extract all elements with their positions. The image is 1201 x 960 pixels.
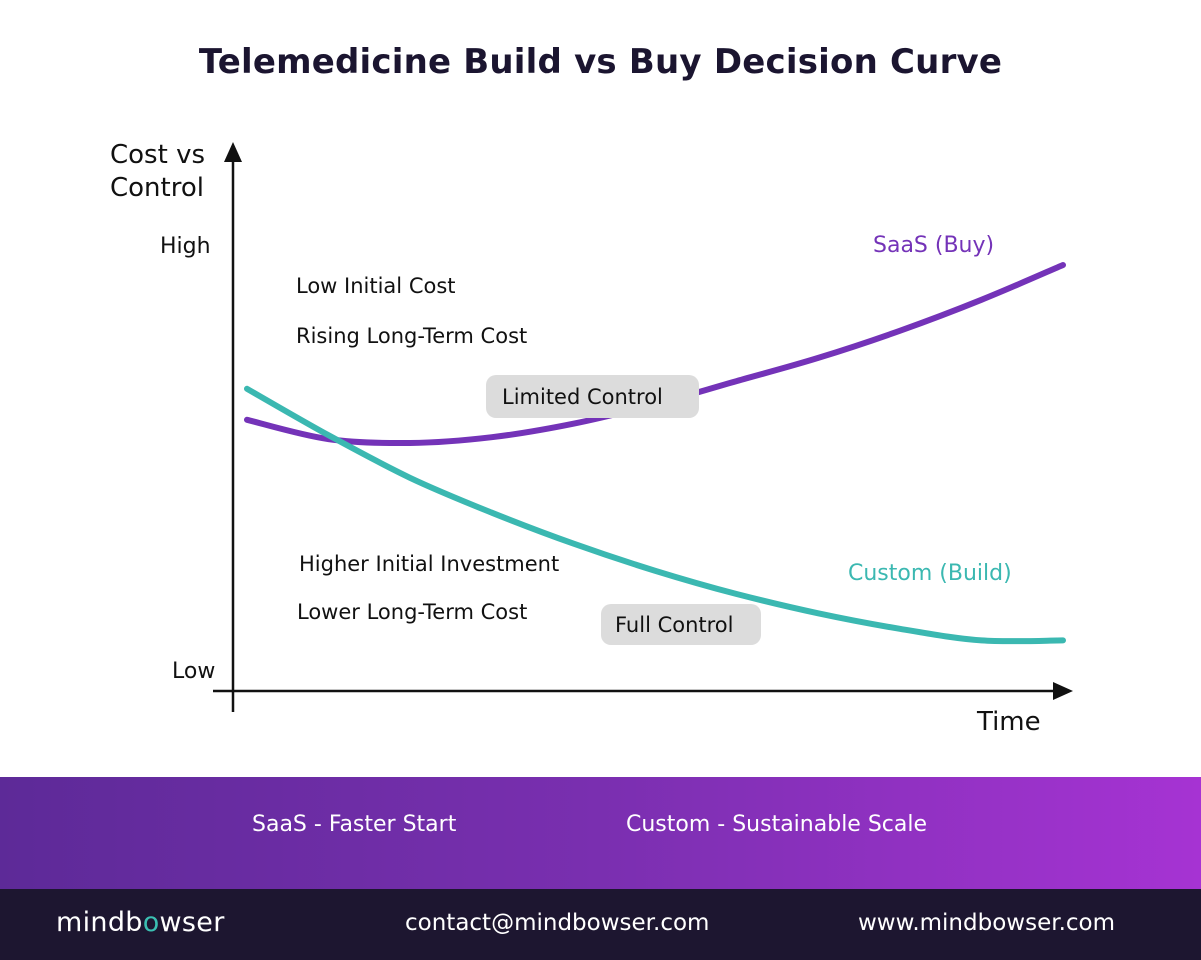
custom-note-initial-investment: Higher Initial Investment — [299, 552, 559, 576]
logo-text-accent: o — [142, 907, 160, 938]
y-axis-label-line1: Cost vs — [110, 140, 205, 170]
full-control-label: Full Control — [615, 613, 734, 637]
summary-band: SaaS - Faster Start Custom - Sustainable… — [0, 777, 1201, 889]
decision-curve-chart: Cost vs Control Time High Low SaaS (Buy)… — [110, 140, 1073, 737]
y-tick-low: Low — [172, 659, 215, 684]
full-control-pill — [601, 604, 761, 645]
y-tick-high: High — [160, 234, 211, 259]
band-saas-summary: SaaS - Faster Start — [252, 812, 457, 837]
y-axis-label-line2: Control — [110, 173, 204, 203]
band-custom-summary: Custom - Sustainable Scale — [626, 812, 928, 837]
page-title: Telemedicine Build vs Buy Decision Curve — [198, 42, 1003, 82]
website-link[interactable]: www.mindbowser.com — [858, 910, 1115, 936]
y-axis-arrow — [224, 142, 242, 162]
custom-series-label: Custom (Build) — [848, 561, 1012, 586]
limited-control-label: Limited Control — [502, 385, 663, 409]
limited-control-pill — [486, 375, 699, 418]
contact-email[interactable]: contact@mindbowser.com — [405, 910, 710, 936]
x-axis-label: Time — [976, 707, 1041, 737]
custom-curve — [244, 385, 1066, 645]
logo-text-end: wser — [159, 907, 225, 938]
saas-note-initial-cost: Low Initial Cost — [296, 274, 456, 298]
x-axis-arrow — [1053, 682, 1073, 700]
saas-note-long-term-cost: Rising Long-Term Cost — [296, 324, 527, 348]
logo-text-start: mindb — [56, 907, 143, 938]
mindbowser-logo: mindbowser — [56, 907, 225, 938]
saas-series-label: SaaS (Buy) — [873, 233, 994, 258]
footer: mindbowser contact@mindbowser.com www.mi… — [0, 889, 1201, 960]
custom-note-long-term-cost: Lower Long-Term Cost — [297, 600, 527, 624]
